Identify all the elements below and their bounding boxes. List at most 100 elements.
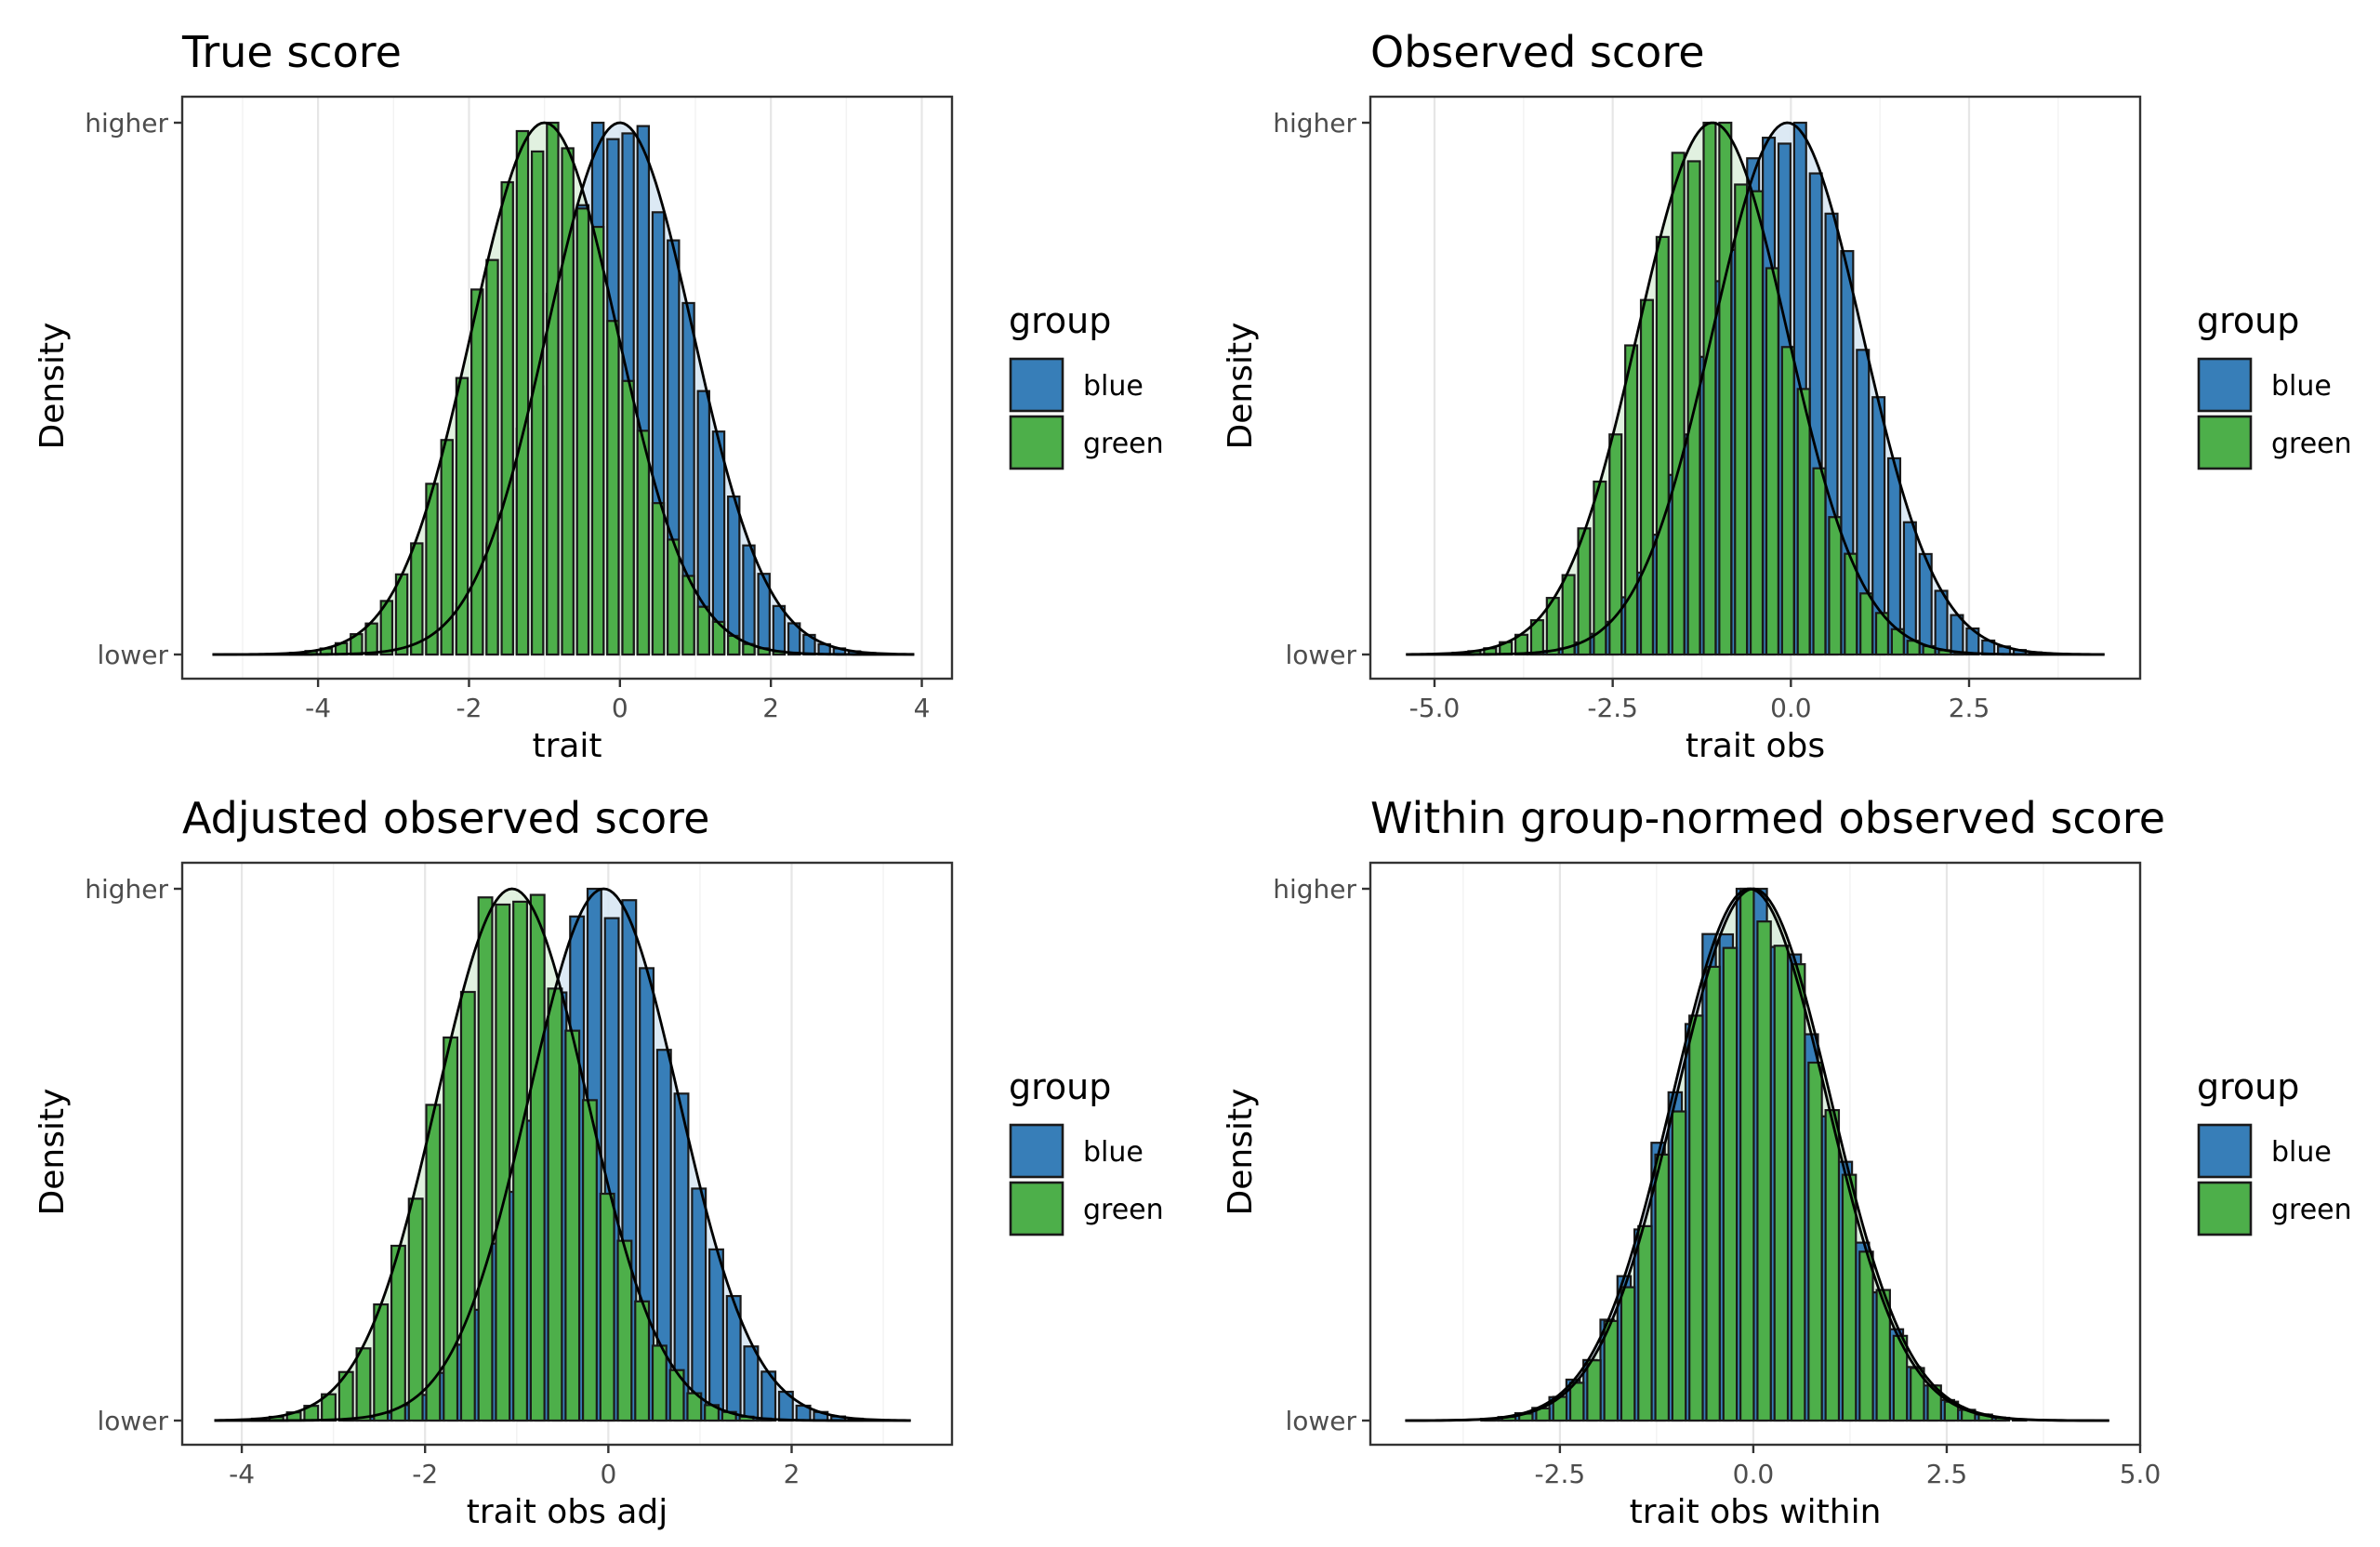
histogram-bar-green (547, 987, 563, 1422)
histogram-bar-green (425, 1104, 442, 1422)
histogram-bar-green (1705, 965, 1721, 1422)
x-tick-label: -4 (305, 693, 331, 723)
histogram-bar-green (1654, 1153, 1670, 1422)
chart-panel-1: True score -4 -2 0 2 4 lower higher trait Density… (33, 27, 1164, 765)
legend-label-blue: blue (1083, 1136, 1144, 1169)
histogram-bar-green (425, 483, 439, 656)
x-axis-title: trait (532, 727, 602, 765)
histogram-bar-blue (691, 1187, 707, 1422)
x-tick-label: 2 (762, 693, 779, 723)
histogram-bar-green (1688, 1014, 1704, 1422)
histogram-bar-green (1780, 346, 1795, 656)
legend-key-green (1009, 1181, 1064, 1236)
x-tick-label: 2.5 (1926, 1459, 1968, 1489)
legend-key-blue (2197, 357, 2253, 413)
histogram-bar-green (1739, 887, 1755, 1422)
chart-title: True score (181, 27, 402, 77)
x-axis-title: trait obs adj (467, 1493, 668, 1531)
legend-label-green: green (1083, 428, 1164, 460)
x-tick-label: 2 (784, 1459, 800, 1489)
histogram-bar-green (1824, 1109, 1841, 1422)
legend-title: group (1009, 300, 1111, 341)
histogram-bar-green (485, 258, 499, 656)
x-tick-label: -2 (456, 693, 483, 723)
histogram-bar-green (1620, 1286, 1636, 1422)
histogram-bar-green (590, 225, 605, 656)
histogram-bar-green (1828, 516, 1843, 656)
chart-panel-2: Observed score -5.0 -2.5 0.0 2.5 lower higher t… (1222, 27, 2352, 765)
legend-label-blue: blue (2271, 370, 2332, 403)
y-axis-title: Density (33, 1089, 72, 1216)
x-tick-label: -4 (229, 1459, 255, 1489)
histogram-bar-green (581, 1099, 598, 1422)
legend-label-green: green (1083, 1194, 1164, 1226)
histogram-bar-green (495, 903, 511, 1422)
histogram-bar-green (337, 1370, 354, 1422)
histogram-bar-green (1639, 298, 1654, 656)
legend-label-blue: blue (1083, 370, 1144, 403)
y-tick-label: lower (97, 1406, 168, 1436)
chart-title: Within group-normed observed score (1370, 793, 2165, 843)
chart-title: Observed score (1370, 27, 1705, 77)
y-axis-title: Density (1222, 323, 1260, 450)
histogram-bar-green (1858, 1250, 1874, 1422)
histogram-bar-green (1561, 574, 1576, 656)
histogram-bar-green (636, 430, 651, 656)
histogram-bar-green (390, 1244, 406, 1422)
histogram-bar-green (1624, 344, 1639, 656)
histogram-bar-green (1859, 592, 1874, 656)
histogram-bar-green (364, 622, 378, 656)
histogram-bar-green (1568, 1382, 1585, 1422)
legend-key-green (2197, 415, 2253, 470)
histogram-bar-blue (1934, 589, 1949, 656)
histogram-bar-green (1875, 1289, 1891, 1422)
histogram-bar-green (1773, 945, 1790, 1422)
x-tick-label: 5.0 (2120, 1459, 2162, 1489)
legend-label-blue: blue (2271, 1136, 2332, 1169)
histogram-bar-green (355, 1347, 372, 1422)
density-curve-blue (214, 887, 911, 1422)
histogram-bar-green (1756, 920, 1772, 1422)
histogram-bar-green (1807, 1061, 1823, 1422)
y-tick-label: higher (85, 108, 168, 139)
plot-border (180, 861, 954, 1447)
histogram-bar-blue (743, 1345, 760, 1422)
legend-key-blue (2197, 1123, 2253, 1179)
histogram-bar-green (696, 605, 710, 656)
legend-key-blue (1009, 1123, 1064, 1179)
y-tick-label: higher (1273, 874, 1356, 905)
histogram-bar-green (1765, 267, 1779, 656)
histogram-bar-green (477, 896, 494, 1422)
x-axis-title: trait obs (1686, 727, 1825, 765)
legend-label-green: green (2271, 1194, 2352, 1226)
histogram-bar-green (621, 379, 635, 656)
legend-title: group (2197, 1066, 2299, 1107)
histogram-bar-green (515, 129, 530, 656)
histogram-bar-green (470, 288, 484, 656)
chart-title: Adjusted observed score (182, 793, 709, 843)
histogram-bar-green (407, 1197, 424, 1422)
legend-key-green (2197, 1181, 2253, 1236)
histogram-bar-green (1790, 963, 1806, 1422)
histogram-bar-green (667, 538, 681, 656)
histogram-bar-green (651, 1344, 668, 1422)
legend-label-green: green (2271, 428, 2352, 460)
histogram-bar-green (1671, 152, 1686, 656)
histogram-bar-green (512, 900, 528, 1422)
histogram-bar-blue (742, 544, 756, 656)
legend: group blue green (1009, 300, 1164, 470)
histogram-bar-green (1812, 467, 1827, 656)
density-curve-green (212, 121, 915, 656)
legend: group blue green (1009, 1066, 1164, 1236)
legend-key-green (1009, 415, 1064, 470)
x-tick-label: -2.5 (1587, 693, 1638, 723)
x-tick-label: 0 (600, 1459, 616, 1489)
legend-title: group (1009, 1066, 1111, 1107)
legend-title: group (2197, 300, 2299, 341)
histogram-bar-green (651, 502, 666, 656)
histogram-bar-green (1749, 190, 1765, 656)
histogram-bar-green (1577, 527, 1592, 656)
density-curve-green (1405, 887, 2109, 1422)
histogram-bar-green (1608, 433, 1623, 656)
y-tick-label: lower (97, 640, 168, 670)
